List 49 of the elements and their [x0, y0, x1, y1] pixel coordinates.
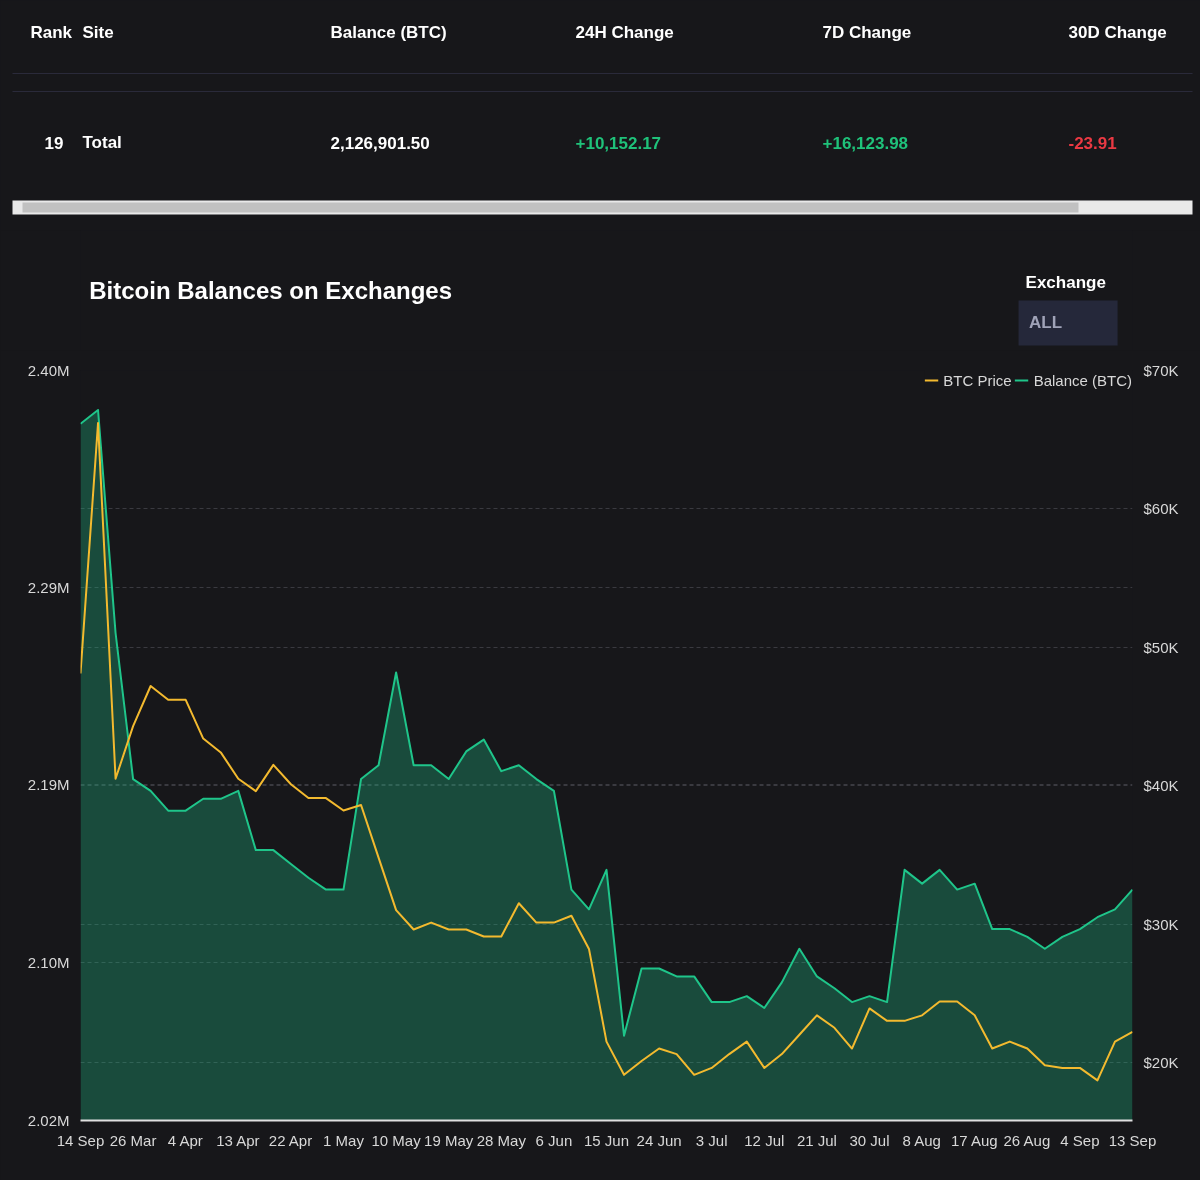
x-tick-label: 30 Jul: [849, 1131, 890, 1149]
category-label: Site: [82, 23, 114, 42]
category-label: Rank: [30, 23, 73, 42]
text: +10,152.17: [575, 133, 662, 153]
y-tick-label: 2.02M: [27, 1112, 70, 1129]
x-tick-label: 12 Jul: [744, 1131, 785, 1149]
x-tick-label: 6 Jun: [535, 1131, 573, 1149]
text: -23.91: [1068, 133, 1117, 153]
category-label: 30D Change: [1068, 23, 1167, 42]
y2-tick-label: $20K: [1143, 1053, 1179, 1071]
x-tick-label: 14 Sep: [56, 1131, 105, 1149]
x-tick-label: 1 May: [323, 1131, 365, 1149]
chart-title: Bitcoin Balances on Exchanges: [89, 277, 453, 304]
x-tick-label: 19 May: [424, 1131, 474, 1149]
x-tick-label: 24 Jun: [636, 1131, 682, 1149]
category-label: 7D Change: [822, 23, 912, 42]
category-label: 24H Change: [575, 23, 674, 42]
x-tick-label: 15 Jun: [583, 1131, 630, 1149]
x-tick-label: 4 Apr: [167, 1131, 203, 1149]
x-tick-label: 10 May: [371, 1131, 422, 1149]
text: Total: [82, 133, 122, 152]
x-tick-label: 17 Aug: [950, 1131, 998, 1149]
text: 2,126,901.50: [330, 133, 430, 153]
text: 19: [44, 133, 64, 153]
x-tick-label: 3 Jul: [695, 1131, 728, 1149]
x-tick-label: 21 Jul: [796, 1131, 837, 1149]
y2-tick-label: $70K: [1143, 362, 1179, 379]
text: Exchange: [1025, 273, 1106, 292]
y2-tick-label: $30K: [1143, 915, 1179, 933]
category-label: Balance (BTC): [330, 23, 447, 42]
x-tick-label: 13 Apr: [216, 1131, 260, 1149]
x-tick-label: 26 Mar: [109, 1131, 157, 1149]
x-tick-label: 26 Aug: [1003, 1131, 1051, 1149]
x-tick-label: 8 Aug: [902, 1131, 941, 1149]
text: +16,123.98: [822, 133, 909, 153]
x-tick-label: 22 Apr: [268, 1131, 313, 1149]
legend-label: Balance (BTC): [1033, 371, 1132, 389]
y2-tick-label: $40K: [1143, 777, 1179, 795]
x-tick-label: 13 Sep: [1108, 1131, 1157, 1149]
y-tick-label: 2.19M: [27, 776, 70, 794]
x-tick-label: 28 May: [476, 1131, 527, 1149]
y-tick-label: 2.40M: [27, 362, 70, 379]
x-tick-label: 4 Sep: [1060, 1131, 1100, 1149]
legend-label: BTC Price: [943, 371, 1012, 389]
y2-tick-label: $60K: [1143, 500, 1179, 518]
y-tick-label: 2.10M: [27, 954, 70, 972]
y2-tick-label: $50K: [1143, 638, 1179, 656]
y-tick-label: 2.29M: [27, 579, 70, 597]
text: ALL: [1029, 313, 1063, 332]
